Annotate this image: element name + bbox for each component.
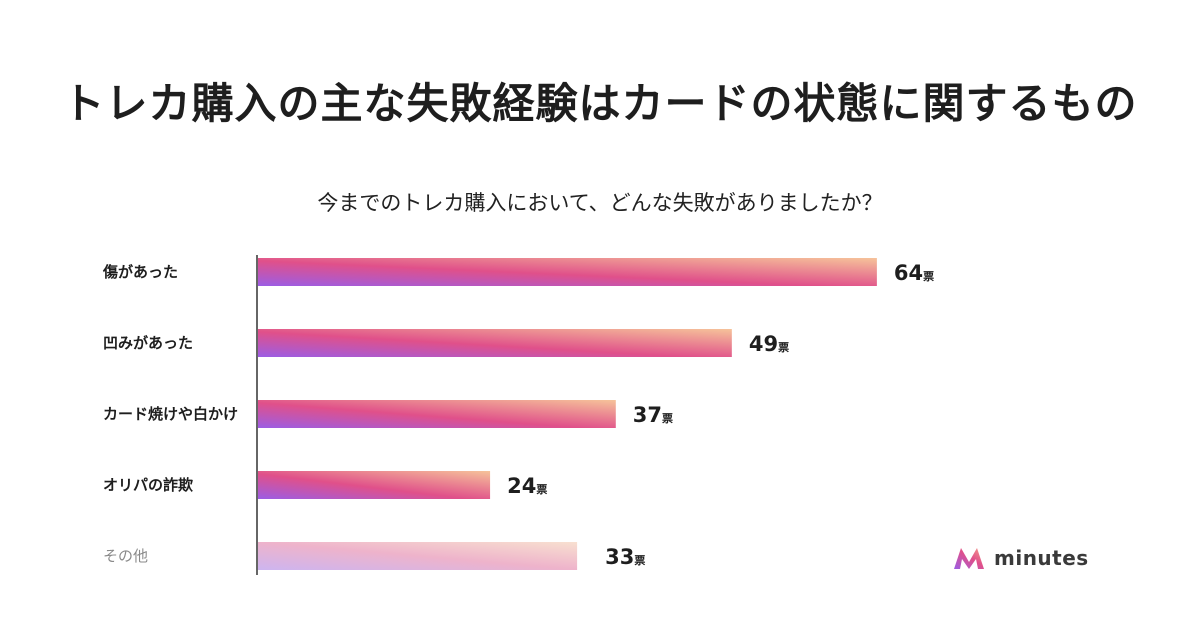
- category-label: 傷があった: [102, 263, 178, 281]
- data-label: 64票: [894, 261, 934, 285]
- bar: [258, 400, 616, 428]
- bar: [258, 471, 491, 499]
- chart-subtitle: 今までのトレカ購入において、どんな失敗がありましたか？: [317, 191, 883, 215]
- bar: [258, 258, 877, 286]
- minutes-logo: minutes: [952, 543, 1089, 573]
- category-label: 凹みがあった: [103, 334, 193, 352]
- data-label: 24票: [507, 474, 547, 498]
- data-label: 37票: [633, 403, 673, 427]
- bar: [258, 329, 732, 357]
- bar: [258, 542, 578, 570]
- data-label: 33票: [605, 545, 645, 569]
- logo-text: minutes: [994, 546, 1089, 570]
- data-label: 49票: [749, 332, 789, 356]
- category-label: その他: [103, 547, 148, 565]
- minutes-logo-icon: [954, 548, 984, 569]
- chart-title: トレカ購入の主な失敗経験はカードの状態に関するもの: [62, 79, 1138, 128]
- category-label: オリパの詐欺: [103, 476, 193, 494]
- category-label: カード焼けや白かけ: [103, 405, 238, 423]
